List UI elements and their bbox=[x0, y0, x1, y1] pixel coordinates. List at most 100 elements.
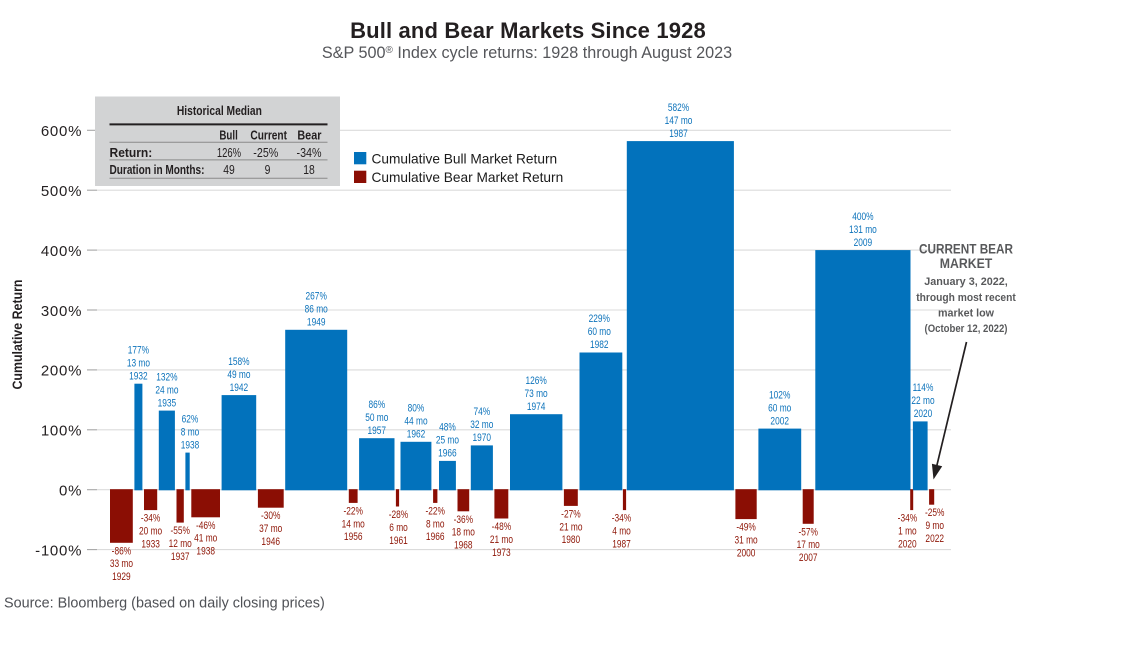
svg-text:1949: 1949 bbox=[307, 317, 326, 329]
svg-text:147 mo: 147 mo bbox=[665, 115, 693, 127]
svg-text:13 mo: 13 mo bbox=[127, 357, 150, 369]
svg-text:21 mo: 21 mo bbox=[559, 521, 582, 533]
svg-text:-49%: -49% bbox=[736, 522, 756, 534]
svg-text:market low: market low bbox=[938, 308, 994, 320]
svg-text:-28%: -28% bbox=[389, 509, 409, 521]
svg-text:50 mo: 50 mo bbox=[365, 412, 388, 424]
svg-text:17 mo: 17 mo bbox=[797, 539, 820, 551]
svg-text:-48%: -48% bbox=[492, 521, 512, 533]
svg-text:24 mo: 24 mo bbox=[155, 384, 178, 396]
svg-text:158%: 158% bbox=[228, 356, 250, 368]
svg-text:January 3, 2022,: January 3, 2022, bbox=[924, 276, 1008, 288]
svg-text:-22%: -22% bbox=[343, 505, 363, 517]
svg-text:1933: 1933 bbox=[141, 538, 160, 550]
svg-text:-27%: -27% bbox=[561, 508, 581, 520]
svg-text:1970: 1970 bbox=[473, 432, 492, 444]
svg-text:1938: 1938 bbox=[181, 439, 200, 451]
svg-text:0%: 0% bbox=[59, 483, 82, 500]
svg-text:2002: 2002 bbox=[770, 415, 789, 427]
svg-text:Duration in Months:: Duration in Months: bbox=[110, 163, 205, 177]
svg-text:8 mo: 8 mo bbox=[181, 426, 200, 438]
svg-text:-57%: -57% bbox=[798, 526, 818, 538]
svg-text:9: 9 bbox=[265, 163, 271, 177]
svg-text:-30%: -30% bbox=[261, 510, 281, 522]
svg-text:102%: 102% bbox=[769, 389, 791, 401]
svg-text:49: 49 bbox=[223, 163, 235, 177]
svg-text:2007: 2007 bbox=[799, 552, 818, 564]
svg-text:MARKET: MARKET bbox=[940, 256, 993, 271]
svg-text:-34%: -34% bbox=[612, 513, 632, 525]
svg-text:1966: 1966 bbox=[438, 448, 457, 460]
svg-text:60 mo: 60 mo bbox=[768, 402, 791, 414]
svg-text:1968: 1968 bbox=[454, 540, 473, 552]
svg-text:1962: 1962 bbox=[407, 429, 426, 441]
svg-text:1973: 1973 bbox=[492, 547, 511, 559]
svg-text:1937: 1937 bbox=[171, 551, 190, 563]
svg-text:41 mo: 41 mo bbox=[194, 533, 217, 545]
svg-text:500%: 500% bbox=[41, 183, 82, 200]
svg-text:2020: 2020 bbox=[914, 408, 933, 420]
svg-text:14 mo: 14 mo bbox=[342, 518, 365, 530]
svg-text:Cumulative Bear Market Return: Cumulative Bear Market Return bbox=[372, 170, 564, 185]
svg-text:132%: 132% bbox=[156, 371, 178, 383]
svg-text:Return:: Return: bbox=[110, 146, 153, 160]
svg-text:400%: 400% bbox=[852, 211, 874, 223]
svg-text:49 mo: 49 mo bbox=[227, 369, 250, 381]
svg-text:Historical Median: Historical Median bbox=[177, 104, 262, 118]
svg-text:18: 18 bbox=[303, 163, 315, 177]
svg-text:8 mo: 8 mo bbox=[426, 518, 445, 530]
svg-text:1987: 1987 bbox=[669, 128, 688, 140]
svg-text:Current: Current bbox=[250, 128, 287, 142]
svg-text:-55%: -55% bbox=[170, 525, 190, 537]
svg-text:48%: 48% bbox=[439, 422, 456, 434]
svg-text:86 mo: 86 mo bbox=[305, 304, 328, 316]
svg-text:Bull: Bull bbox=[219, 128, 237, 142]
svg-text:1980: 1980 bbox=[562, 534, 581, 546]
svg-text:200%: 200% bbox=[41, 363, 82, 380]
svg-text:Cumulative Bull Market Return: Cumulative Bull Market Return bbox=[372, 151, 558, 166]
svg-text:74%: 74% bbox=[473, 406, 490, 418]
svg-text:86%: 86% bbox=[368, 399, 385, 411]
svg-text:1935: 1935 bbox=[158, 397, 177, 409]
svg-text:-34%: -34% bbox=[141, 513, 161, 525]
svg-text:(October 12, 2022): (October 12, 2022) bbox=[925, 323, 1008, 335]
svg-text:CURRENT BEAR: CURRENT BEAR bbox=[919, 241, 1013, 256]
svg-text:131 mo: 131 mo bbox=[849, 224, 877, 236]
svg-text:S&P 500® Index cycle returns:: S&P 500® Index cycle returns: 1928 throu… bbox=[322, 44, 732, 62]
svg-text:Cumulative Return: Cumulative Return bbox=[10, 280, 25, 390]
svg-text:126%: 126% bbox=[525, 375, 547, 387]
svg-text:-46%: -46% bbox=[196, 520, 216, 532]
svg-text:126%: 126% bbox=[217, 146, 241, 160]
svg-text:1938: 1938 bbox=[196, 546, 215, 558]
svg-text:1974: 1974 bbox=[527, 401, 546, 413]
svg-text:177%: 177% bbox=[128, 344, 150, 356]
svg-text:-25%: -25% bbox=[925, 507, 945, 519]
svg-text:25 mo: 25 mo bbox=[436, 435, 459, 447]
svg-text:-34%: -34% bbox=[898, 513, 918, 525]
svg-text:1961: 1961 bbox=[389, 535, 408, 547]
svg-text:31 mo: 31 mo bbox=[735, 535, 758, 547]
svg-text:80%: 80% bbox=[408, 403, 425, 415]
svg-text:267%: 267% bbox=[306, 291, 328, 303]
svg-text:-86%: -86% bbox=[112, 545, 132, 557]
svg-text:2009: 2009 bbox=[854, 237, 873, 249]
svg-text:22 mo: 22 mo bbox=[911, 395, 934, 407]
svg-text:300%: 300% bbox=[41, 303, 82, 320]
svg-text:1946: 1946 bbox=[261, 536, 280, 548]
svg-text:400%: 400% bbox=[41, 243, 82, 260]
svg-text:44 mo: 44 mo bbox=[404, 416, 427, 428]
svg-text:-36%: -36% bbox=[454, 514, 474, 526]
svg-text:1987: 1987 bbox=[612, 538, 631, 550]
svg-text:through most recent: through most recent bbox=[916, 292, 1016, 304]
svg-text:73 mo: 73 mo bbox=[525, 388, 548, 400]
svg-text:1966: 1966 bbox=[426, 531, 445, 543]
svg-text:20 mo: 20 mo bbox=[139, 526, 162, 538]
svg-text:12 mo: 12 mo bbox=[169, 538, 192, 550]
svg-text:-34%: -34% bbox=[297, 146, 322, 160]
svg-text:9 mo: 9 mo bbox=[925, 520, 944, 532]
svg-text:37 mo: 37 mo bbox=[259, 523, 282, 535]
svg-text:21 mo: 21 mo bbox=[490, 534, 513, 546]
svg-text:62%: 62% bbox=[182, 413, 199, 425]
svg-text:2022: 2022 bbox=[925, 533, 944, 545]
svg-text:Bull and Bear Markets Since 19: Bull and Bear Markets Since 1928 bbox=[350, 18, 706, 43]
